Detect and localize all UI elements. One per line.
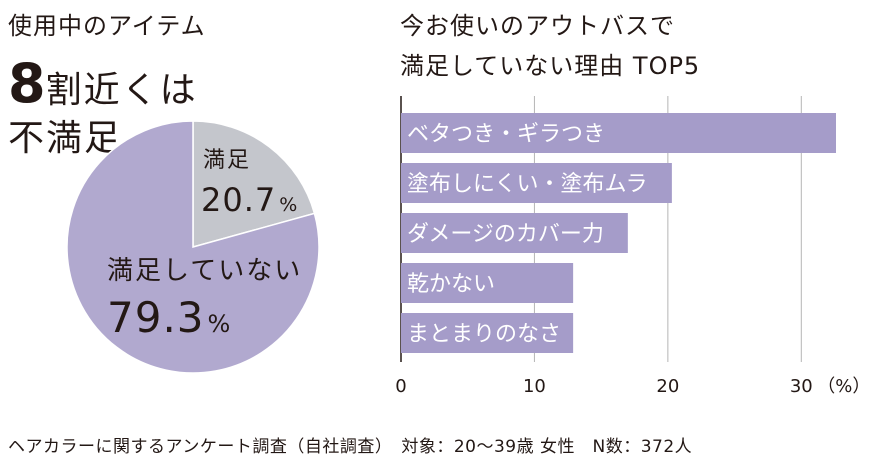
- headline-number: 8: [8, 52, 46, 115]
- bar-chart-title-line1: 今お使いのアウトバスで: [400, 12, 675, 40]
- bar-chart-title: 今お使いのアウトバスで 満足していない理由 TOP5: [400, 6, 700, 86]
- x-tick-label: 30: [790, 376, 813, 397]
- bar-label: 塗布しにくい・塗布ムラ: [407, 172, 647, 197]
- pie-slice-unit: %: [279, 194, 298, 216]
- headline: 8割近くは 不満足: [8, 54, 198, 159]
- bar-label: ダメージのカバー力: [407, 222, 604, 247]
- bar-chart: ベタつき・ギラつき塗布しにくい・塗布ムラダメージのカバー力乾かないまとまりのなさ…: [395, 96, 870, 397]
- bar: [401, 113, 836, 153]
- pie-chart-title: 使用中のアイテム: [8, 12, 206, 40]
- bar: [401, 213, 628, 253]
- headline-line2: 不満足: [8, 118, 123, 160]
- x-tick-label: 20: [656, 376, 679, 397]
- bar-label: 乾かない: [407, 272, 495, 297]
- bar: [401, 263, 574, 303]
- survey-footnote: ヘアカラーに関するアンケート調査（自社調査） 対象：20〜39歳 女性 N数：3…: [8, 437, 693, 457]
- bar-label: ベタつき・ギラつき: [407, 122, 605, 147]
- headline-text: 割近くは: [45, 70, 198, 111]
- pie-slice-unit: %: [208, 310, 232, 338]
- pie-slice: [66, 120, 320, 374]
- pie-slice-label: 満足していない: [107, 256, 302, 286]
- x-tick-label: 10: [523, 376, 546, 397]
- x-tick-label: 0: [395, 376, 406, 397]
- pie-slice-label: 満足: [203, 148, 251, 173]
- bar-label: まとまりのなさ: [407, 322, 561, 347]
- x-axis-unit: （%）: [817, 376, 870, 397]
- pie-slice: [192, 120, 316, 248]
- bar: [401, 163, 672, 203]
- bar-chart-title-line2: 満足していない理由 TOP5: [400, 52, 701, 80]
- bar: [401, 313, 574, 353]
